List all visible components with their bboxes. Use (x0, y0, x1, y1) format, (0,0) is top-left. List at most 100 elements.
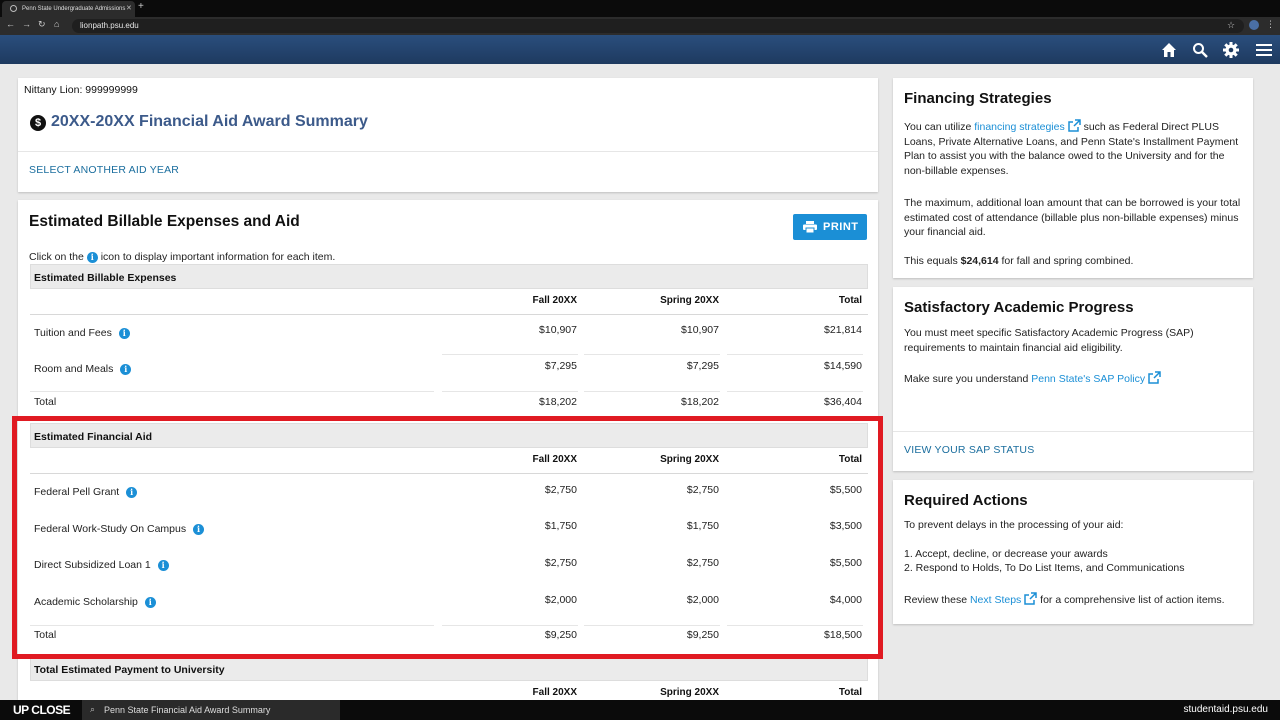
row-label-text: Direct Subsidized Loan 1 (34, 559, 151, 571)
extension-icon[interactable] (1249, 20, 1259, 30)
aid-row-label: Federal Work-Study On Campus i (34, 523, 205, 535)
section-title: Estimated Billable Expenses and Aid (29, 213, 300, 230)
search-icon: ⌕ (90, 704, 96, 714)
tab-close-icon[interactable]: ✕ (126, 5, 132, 12)
video-title: Penn State Financial Aid Award Summary (104, 705, 271, 715)
cell-total: $21,814 (824, 324, 862, 336)
student-id-label: Nittany Lion: 999999999 (24, 84, 138, 96)
total-fall: $9,250 (544, 629, 577, 641)
column-header-fall: Fall 20XX (532, 295, 577, 306)
expense-row-label: Tuition and Fees i (34, 327, 130, 339)
column-header-spring: Spring 20XX (660, 687, 719, 698)
info-icon[interactable]: i (120, 363, 132, 375)
reload-icon[interactable]: ↻ (38, 19, 46, 29)
next-steps-link[interactable]: Next Steps (969, 594, 1022, 606)
financing-strategies-link[interactable]: financing strategies (974, 121, 1065, 133)
menu-icon[interactable] (1255, 41, 1273, 59)
cell-total: $3,500 (829, 520, 862, 532)
max-loan-paragraph: The maximum, additional loan amount that… (904, 197, 1241, 238)
divider (442, 391, 578, 392)
text: This equals (904, 255, 958, 267)
aid-row-label: Direct Subsidized Loan 1 i (34, 559, 169, 571)
print-button[interactable]: PRINT (793, 214, 867, 240)
aid-table-heading: Estimated Financial Aid (30, 423, 868, 448)
divider (30, 473, 868, 474)
equals-paragraph: This equals $24,614 for fall and spring … (904, 254, 1244, 269)
divider (30, 625, 434, 626)
view-sap-status-link[interactable]: VIEW YOUR SAP STATUS (904, 444, 1035, 456)
column-header-total: Total (838, 295, 862, 306)
text: such as Federal Direct PLUS Loans, Priva… (904, 121, 1239, 177)
divider (727, 391, 863, 392)
info-icon[interactable]: i (157, 559, 169, 571)
divider (30, 391, 434, 392)
text: You can utilize (904, 121, 972, 133)
page-title: 20XX-20XX Financial Aid Award Summary (51, 113, 368, 130)
award-summary-card: Nittany Lion: 999999999 $ 20XX-20XX Fina… (18, 78, 878, 192)
info-icon[interactable]: i (193, 523, 205, 535)
forward-icon[interactable]: → (22, 19, 31, 29)
sap-policy-link[interactable]: Penn State's SAP Policy (1031, 373, 1146, 385)
info-icon[interactable]: i (144, 596, 156, 608)
expenses-table-heading: Estimated Billable Expenses (30, 264, 868, 289)
divider (584, 391, 720, 392)
brand-logo: UP CLOSE (13, 703, 71, 717)
divider (18, 151, 878, 152)
tab-title: Penn State Undergraduate Admissions (22, 6, 126, 12)
video-title-bar: ⌕ Penn State Financial Aid Award Summary (82, 700, 340, 720)
cell-fall: $10,907 (539, 324, 577, 336)
divider (30, 314, 868, 315)
column-header-fall: Fall 20XX (532, 687, 577, 698)
text: for fall and spring combined. (1001, 255, 1134, 267)
row-label-text: Academic Scholarship (34, 596, 138, 608)
external-link-icon[interactable] (1067, 119, 1081, 132)
url-field[interactable]: lionpath.psu.edu (72, 19, 1244, 33)
home-icon[interactable] (1160, 41, 1178, 59)
browser-tab-bar: Penn State Undergraduate Admissions ✕ + (0, 0, 1280, 17)
info-icon[interactable]: i (126, 486, 138, 498)
highlight-box (12, 416, 883, 659)
row-label-text: Tuition and Fees (34, 327, 112, 339)
info-icon: i (86, 251, 98, 263)
new-tab-button[interactable]: + (138, 1, 144, 12)
required-item: 1. Accept, decline, or decrease your awa… (904, 548, 1108, 560)
sap-card: Satisfactory Academic Progress You must … (893, 287, 1253, 471)
info-icon[interactable]: i (118, 327, 130, 339)
cell-fall: $2,000 (544, 594, 577, 606)
cell-spring: $10,907 (681, 324, 719, 336)
external-link-icon[interactable] (1024, 592, 1037, 605)
divider (584, 625, 720, 626)
expense-total-label: Total (34, 396, 57, 408)
total-spring: $18,202 (681, 396, 719, 408)
browser-tab[interactable]: Penn State Undergraduate Admissions ✕ (2, 1, 135, 17)
sap-paragraph: You must meet specific Satisfactory Acad… (904, 327, 1194, 354)
settings-icon[interactable] (1222, 41, 1240, 59)
divider (727, 354, 863, 355)
column-header-spring: Spring 20XX (660, 454, 719, 465)
total-fall: $18,202 (539, 396, 577, 408)
external-link-icon[interactable] (1148, 371, 1161, 384)
browser-menu-icon[interactable]: ⋮ (1266, 19, 1275, 29)
back-icon[interactable]: ← (6, 19, 15, 29)
column-header-total: Total (838, 687, 862, 698)
aid-row-label: Academic Scholarship i (34, 596, 156, 608)
print-label: PRINT (823, 221, 859, 233)
sap-policy-paragraph: Make sure you understand Penn State's SA… (904, 371, 1244, 387)
row-label-text: Room and Meals (34, 363, 114, 375)
financing-strategies-card: Financing Strategies You can utilize fin… (893, 78, 1253, 278)
cell-spring: $2,750 (686, 484, 719, 496)
bookmark-star-icon[interactable]: ☆ (1227, 20, 1236, 30)
text: for a comprehensive list of action items… (1040, 594, 1225, 606)
cell-total: $14,590 (824, 360, 862, 372)
dollar-icon: $ (30, 115, 46, 131)
select-aid-year-link[interactable]: SELECT ANOTHER AID YEAR (29, 164, 180, 176)
search-icon[interactable] (1191, 41, 1209, 59)
divider (893, 431, 1253, 432)
divider (727, 625, 863, 626)
home-browser-icon[interactable]: ⌂ (54, 19, 60, 29)
card-title: Financing Strategies (904, 90, 1052, 107)
required-intro: To prevent delays in the processing of y… (904, 519, 1124, 531)
printer-icon (803, 221, 817, 233)
divider (584, 354, 720, 355)
card-title: Required Actions (904, 492, 1028, 509)
